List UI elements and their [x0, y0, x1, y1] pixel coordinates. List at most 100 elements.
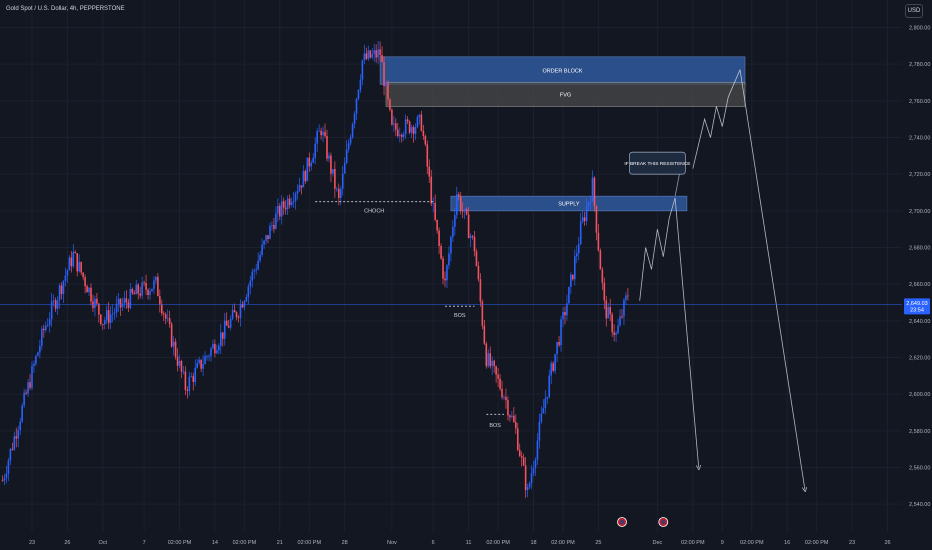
price-axis[interactable]: 2,520.002,540.002,560.002,580.002,600.00… — [902, 0, 932, 550]
candle-body — [398, 134, 401, 137]
candle-body — [389, 99, 391, 110]
candle-body — [251, 271, 254, 281]
candle-body — [68, 257, 71, 271]
candle-body — [524, 465, 527, 491]
time-tick-label: 02:00 PM — [551, 540, 575, 546]
candle-body — [522, 457, 525, 466]
time-tick-label: 9 — [721, 540, 724, 546]
candle-body — [442, 258, 444, 279]
candle-body — [273, 225, 275, 229]
candle-body — [90, 287, 92, 302]
candle-body — [599, 250, 602, 270]
candle-body — [127, 302, 130, 308]
candle-body — [269, 225, 271, 239]
candle-body — [275, 213, 277, 229]
candle-body — [485, 343, 488, 367]
candle-body — [324, 131, 326, 137]
candles-layer — [1, 41, 629, 499]
candle-body — [25, 392, 27, 394]
candle-body — [615, 333, 617, 335]
time-axis[interactable]: 23 26 Oct 7 02:00 PM 14 02:00 PM 21 02:00 PM 28 No… — [0, 517, 932, 550]
candle-body — [214, 343, 216, 354]
candle-body — [296, 191, 299, 194]
candle-body — [414, 126, 417, 134]
candle-body — [402, 134, 405, 137]
candle-body — [133, 293, 136, 295]
candle-body — [422, 130, 425, 137]
candle-body — [259, 255, 261, 261]
candle-body — [473, 236, 476, 252]
candle-body — [312, 157, 315, 163]
candle-body — [497, 374, 499, 379]
candle-body — [459, 196, 462, 211]
price-tick-label: 2,760.00 — [909, 99, 930, 105]
candle-body — [623, 299, 625, 317]
candle-body — [585, 206, 588, 221]
candle-body — [204, 356, 206, 364]
candle-body — [249, 280, 252, 287]
currency-button[interactable]: USD — [905, 4, 923, 18]
candle-body — [503, 396, 505, 398]
candle-body — [345, 149, 348, 163]
candle-body — [572, 274, 574, 280]
candle-body — [343, 162, 346, 174]
candle-body — [3, 477, 6, 481]
candle-body — [597, 232, 600, 251]
candle-body — [463, 209, 466, 212]
time-tick-label: 6 — [432, 540, 435, 546]
candle-body — [338, 188, 340, 198]
candle-body — [80, 261, 82, 273]
candle-body — [7, 460, 10, 474]
candle-body — [548, 375, 551, 397]
candle-body — [218, 345, 220, 351]
candle-body — [542, 408, 545, 414]
candle-body — [627, 295, 629, 297]
candle-body — [513, 415, 515, 423]
last-price-countdown: 23:54 — [910, 307, 924, 313]
candle-body — [180, 360, 183, 372]
candle-body — [192, 376, 195, 382]
candle-body — [86, 286, 88, 293]
time-tick-label: 02:00 PM — [168, 540, 192, 546]
candle-body — [554, 354, 556, 371]
candle-body — [13, 436, 16, 450]
candle-body — [157, 276, 159, 297]
projection-path — [692, 69, 741, 169]
time-tick-label: 23 — [849, 540, 855, 546]
candle-body — [355, 98, 358, 114]
projection-path — [674, 197, 699, 468]
candle-body — [107, 310, 110, 323]
candle-body — [479, 279, 482, 302]
candle-body — [113, 312, 116, 314]
candle-body — [397, 129, 399, 137]
candle-body — [216, 350, 218, 354]
candle-body — [70, 257, 73, 267]
price-tick-label: 2,680.00 — [909, 246, 930, 252]
candle-body — [509, 415, 511, 418]
candle-body — [404, 119, 407, 135]
candle-body — [170, 323, 173, 347]
candle-body — [579, 221, 582, 245]
candle-body — [593, 177, 596, 206]
candle-body — [288, 198, 291, 205]
candle-body — [50, 301, 53, 320]
candle-body — [257, 260, 259, 270]
candle-body — [149, 291, 151, 296]
candle-body — [46, 324, 49, 326]
time-tick-label: 21 — [277, 540, 283, 546]
candle-body — [115, 304, 118, 313]
candle-body — [43, 328, 45, 331]
symbol-title[interactable]: Gold Spot / U.S. Dollar, 4h, PEPPERSTONE — [6, 6, 125, 12]
candle-body — [507, 400, 509, 416]
candle-body — [290, 202, 293, 205]
candle-body — [84, 277, 86, 287]
candle-body — [448, 253, 450, 266]
time-tick-label: Oct — [99, 540, 108, 546]
candle-body — [560, 319, 562, 346]
candle-body — [432, 202, 434, 204]
candle-body — [239, 304, 242, 318]
zone-label: SUPPLY — [558, 202, 580, 208]
zone-box — [450, 195, 688, 212]
candle-body — [310, 162, 313, 167]
